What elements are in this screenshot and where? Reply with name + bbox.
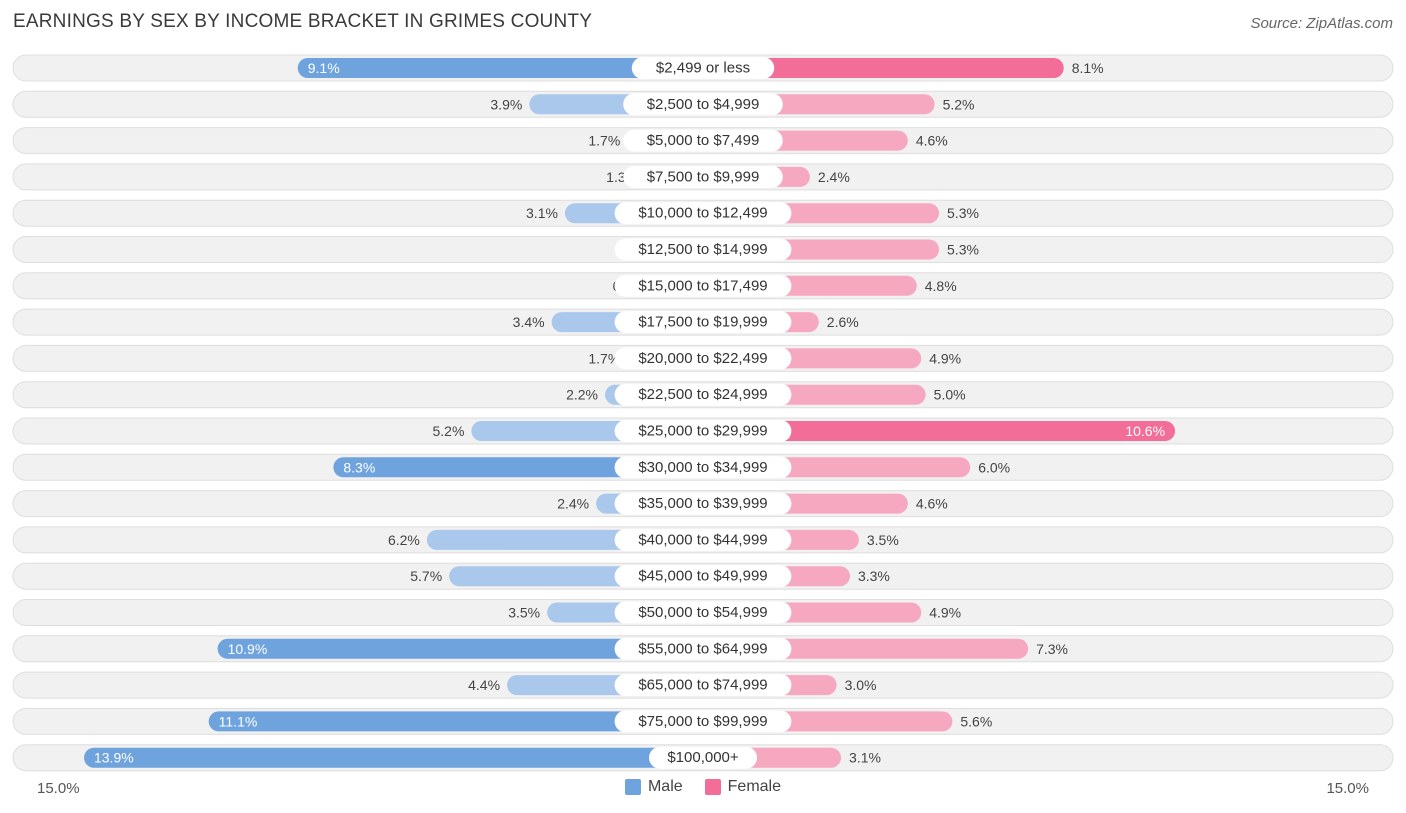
value-label-female: 3.3%: [858, 568, 890, 584]
category-label: $17,500 to $19,999: [638, 314, 767, 331]
bar-male: [83, 747, 703, 768]
category-pill: [649, 746, 757, 769]
value-label-female: 4.9%: [929, 350, 961, 366]
value-label-female: 5.3%: [947, 205, 979, 221]
value-label-male: 10.9%: [228, 641, 268, 657]
category-pill: [614, 311, 792, 334]
bar-male: [297, 58, 703, 78]
category-pill: [614, 383, 792, 406]
bar-male: [217, 638, 703, 659]
value-label-female: 3.5%: [867, 532, 899, 548]
legend-swatch-female: [704, 779, 721, 795]
value-label-female: 5.2%: [943, 96, 975, 112]
value-label-female: 5.3%: [947, 242, 979, 258]
axis-right-label: 15.0%: [1326, 780, 1369, 797]
category-pill: [614, 528, 792, 551]
source-attribution: Source: ZipAtlas.com: [1250, 15, 1393, 32]
category-pill: [614, 347, 792, 370]
bar-female: [703, 421, 1176, 441]
value-label-female: 2.4%: [818, 169, 850, 185]
category-pill: [614, 674, 792, 697]
value-label-female: 5.6%: [960, 713, 992, 729]
category-label: $45,000 to $49,999: [638, 568, 767, 585]
value-label-male: 3.9%: [490, 96, 522, 112]
value-label-male: 3.5%: [508, 605, 540, 621]
chart-title: EARNINGS BY SEX BY INCOME BRACKET IN GRI…: [13, 11, 593, 32]
category-pill: [614, 565, 792, 588]
axis-left-label: 15.0%: [37, 780, 80, 797]
bar-male: [333, 457, 703, 478]
value-label-male: 11.1%: [219, 713, 258, 729]
value-label-male: 13.9%: [94, 750, 134, 766]
category-pill: [614, 420, 792, 442]
value-label-female: 4.9%: [929, 605, 961, 621]
category-pill: [614, 456, 792, 479]
category-label: $55,000 to $64,999: [638, 640, 767, 657]
value-label-male: 2.2%: [566, 387, 598, 403]
category-pill: [614, 710, 792, 733]
category-label: $2,500 to $4,999: [647, 96, 760, 113]
legend-label-male: Male: [647, 778, 683, 795]
value-label-male: 8.3%: [343, 459, 375, 475]
category-label: $5,000 to $7,499: [647, 132, 760, 149]
value-label-female: 6.0%: [978, 459, 1010, 475]
legend: Male Female: [0, 778, 1406, 796]
value-label-male: 9.1%: [308, 60, 340, 76]
value-label-male: 5.7%: [410, 568, 442, 584]
value-label-male: 1.7%: [588, 350, 620, 366]
category-label: $22,500 to $24,999: [638, 386, 767, 403]
category-pill: [623, 93, 783, 116]
bar-female: [703, 58, 1064, 78]
value-label-female: 7.3%: [1036, 641, 1068, 657]
category-label: $2,499 or less: [656, 60, 750, 77]
category-label: $10,000 to $12,499: [638, 205, 767, 222]
category-pill: [614, 238, 792, 261]
value-label-male: 6.2%: [388, 532, 420, 548]
category-label: $12,500 to $14,999: [638, 241, 767, 258]
category-label: $50,000 to $54,999: [638, 604, 767, 621]
category-label: $75,000 to $99,999: [638, 713, 767, 730]
value-label-female: 8.1%: [1072, 60, 1104, 76]
bar-male: [208, 711, 703, 732]
value-label-male: 3.1%: [526, 205, 558, 221]
legend-label-female: Female: [727, 778, 782, 795]
category-label: $40,000 to $44,999: [638, 531, 767, 548]
category-pill: [614, 202, 792, 225]
value-label-female: 4.6%: [916, 496, 948, 512]
value-label-female: 4.8%: [925, 278, 957, 294]
category-label: $65,000 to $74,999: [638, 677, 767, 694]
category-pill: [614, 492, 792, 515]
value-label-male: 5.2%: [433, 423, 465, 439]
category-pill: [623, 129, 783, 152]
category-label: $35,000 to $39,999: [638, 495, 767, 512]
category-label: $20,000 to $22,499: [638, 350, 767, 367]
value-label-male: 3.4%: [513, 314, 545, 330]
category-label: $15,000 to $17,499: [638, 277, 767, 294]
value-label-female: 10.6%: [1125, 423, 1165, 439]
value-label-female: 2.6%: [827, 314, 859, 330]
value-label-female: 4.6%: [916, 133, 948, 149]
value-label-male: 2.4%: [557, 496, 589, 512]
legend-swatch-male: [624, 779, 641, 795]
value-label-female: 5.0%: [934, 387, 966, 403]
category-pill: [614, 274, 792, 297]
legend-item-female[interactable]: Female: [704, 778, 782, 796]
category-label: $25,000 to $29,999: [638, 423, 767, 440]
category-label: $30,000 to $34,999: [638, 459, 767, 476]
value-label-male: 4.4%: [468, 677, 500, 693]
value-label-male: 1.7%: [588, 133, 620, 149]
value-label-female: 3.0%: [845, 677, 877, 693]
category-label: $100,000+: [667, 749, 739, 766]
category-label: $7,500 to $9,999: [647, 168, 760, 185]
value-label-female: 3.1%: [849, 750, 881, 766]
category-pill: [614, 601, 792, 624]
category-pill: [614, 637, 792, 660]
category-pill: [631, 57, 775, 79]
legend-item-male[interactable]: Male: [624, 778, 683, 796]
category-pill: [623, 165, 783, 188]
